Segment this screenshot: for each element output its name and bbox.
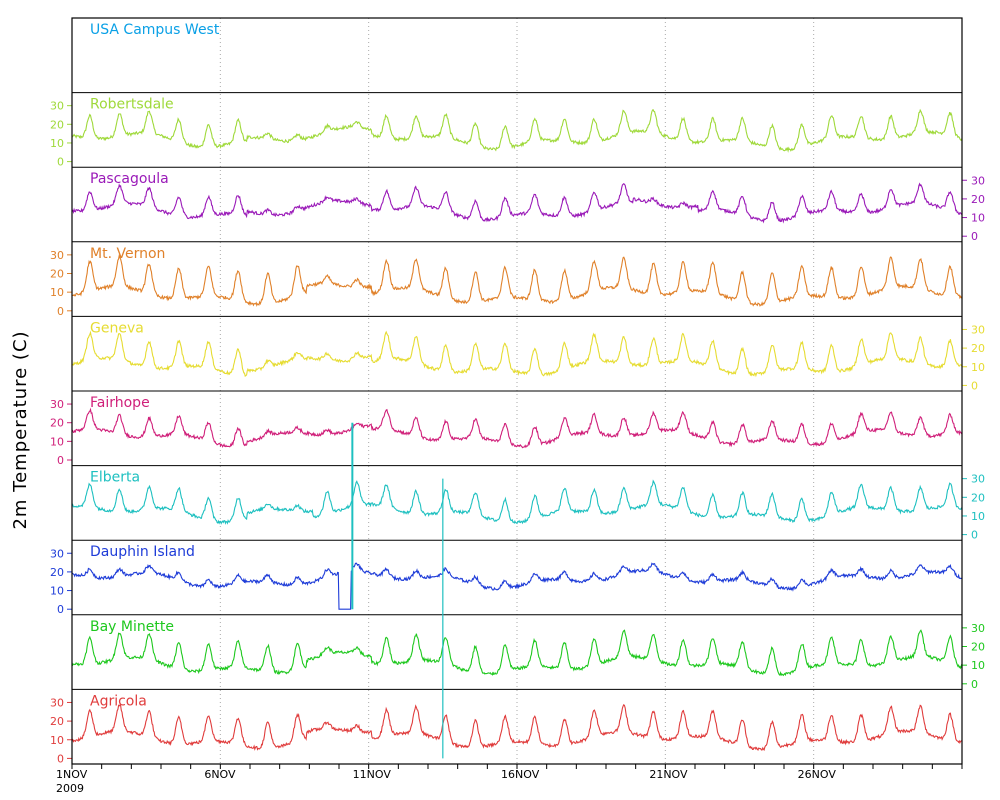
series-line [71, 330, 963, 378]
y-tick-label: 30 [50, 249, 64, 262]
plot-frame [71, 17, 963, 765]
y-tick-label: 20 [971, 342, 985, 355]
y-tick-label: 30 [50, 100, 64, 113]
y-tick-label: 20 [971, 491, 985, 504]
y-tick-label: 10 [50, 286, 64, 299]
series-line [71, 253, 963, 307]
station-label: Bay Minette [90, 619, 174, 635]
x-axis: 1NOV 6NOV 11NOV 16NOV 21NOV 26NOV 2009 [56, 764, 963, 795]
y-tick-label: 0 [57, 454, 64, 467]
y-tick-label: 30 [971, 473, 985, 486]
y-tick-label: 30 [50, 547, 64, 560]
y-tick-label: 10 [971, 510, 985, 523]
station-label: Fairhope [90, 395, 150, 411]
y-tick-label: 0 [57, 752, 64, 765]
y-tick-label: 0 [971, 379, 978, 392]
y-tick-label: 20 [971, 641, 985, 654]
y-axis-label: 2m Temperature (C) [10, 330, 31, 529]
y-tick-label: 30 [971, 622, 985, 635]
y-tick-label: 0 [57, 156, 64, 169]
y-tick-label: 10 [971, 361, 985, 374]
series-line [71, 108, 963, 153]
y-tick-label: 20 [971, 193, 985, 206]
y-tick-label: 0 [971, 678, 978, 691]
y-tick-label: 0 [971, 529, 978, 542]
station-label: Pascagoula [90, 171, 169, 187]
station-label: Elberta [90, 470, 140, 486]
series-line [71, 182, 963, 224]
y-tick-label: 10 [50, 137, 64, 150]
y-tick-label: 20 [50, 566, 64, 579]
y-tick-label: 0 [57, 603, 64, 616]
x-year-label: 2009 [56, 782, 84, 795]
y-tick-label: 0 [971, 230, 978, 243]
x-tick-label: 11NOV [353, 768, 392, 781]
y-tick-label: 30 [50, 696, 64, 709]
y-tick-label: 20 [50, 118, 64, 131]
y-tick-label: 10 [50, 435, 64, 448]
x-tick-label: 16NOV [501, 768, 540, 781]
y-tick-label: 30 [971, 174, 985, 187]
station-panels: USA Campus West Robertsdale 0 10 20 30 Pascago… [50, 22, 985, 765]
y-tick-label: 10 [50, 734, 64, 747]
station-label: Dauphin Island [90, 544, 195, 560]
series-line [71, 562, 963, 610]
x-tick-label: 1NOV [56, 768, 88, 781]
y-tick-label: 20 [50, 268, 64, 281]
y-tick-label: 20 [50, 715, 64, 728]
x-tick-label: 6NOV [204, 768, 236, 781]
series-line [71, 629, 963, 677]
series-line [71, 703, 963, 752]
y-tick-label: 30 [971, 323, 985, 336]
y-tick-label: 10 [971, 212, 985, 225]
y-tick-label: 10 [50, 585, 64, 598]
station-label: USA Campus West [90, 22, 220, 38]
station-label: Mt. Vernon [90, 246, 165, 262]
y-tick-label: 10 [971, 659, 985, 672]
y-tick-label: 30 [50, 398, 64, 411]
station-label: Geneva [90, 320, 144, 336]
y-tick-label: 0 [57, 305, 64, 318]
station-label: Robertsdale [90, 97, 174, 113]
station-label: Agricola [90, 693, 147, 709]
spike-annotations [351, 422, 444, 759]
series-line [71, 407, 963, 449]
x-tick-label: 21NOV [649, 768, 688, 781]
x-tick-label: 26NOV [798, 768, 837, 781]
series-line [71, 479, 963, 525]
y-tick-label: 20 [50, 417, 64, 430]
